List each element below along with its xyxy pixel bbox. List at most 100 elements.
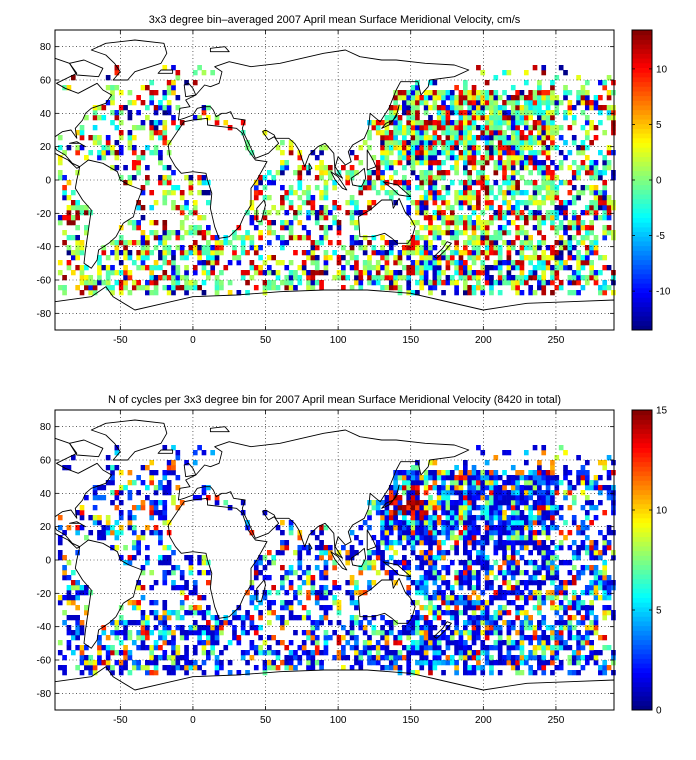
bin-cell [410, 170, 416, 176]
bin-cell [558, 245, 564, 251]
bin-cell [75, 285, 80, 291]
bin-cell [471, 205, 477, 211]
bin-cell [497, 260, 503, 266]
bin-cell [288, 225, 294, 231]
bin-cell [114, 70, 120, 76]
bin-cell [558, 615, 564, 621]
bin-cell [380, 515, 385, 521]
bin-cell [532, 270, 538, 276]
bin-cell [497, 660, 503, 666]
bin-cell [489, 190, 494, 196]
bin-cell [510, 210, 516, 216]
bin-cell [554, 665, 560, 671]
bin-cell [88, 660, 94, 666]
bin-cell [66, 630, 72, 636]
bin-cell [576, 455, 581, 461]
bin-cell [271, 650, 276, 656]
bin-cell [554, 165, 560, 171]
bin-cell [393, 505, 398, 511]
bin-cell [66, 525, 72, 531]
bin-cell [245, 230, 250, 236]
bin-cell [528, 650, 533, 656]
bin-cell [419, 505, 425, 511]
bin-cell [367, 265, 372, 271]
bin-cell [293, 275, 298, 281]
bin-cell [70, 570, 76, 576]
bin-cell [436, 115, 442, 121]
bin-cell [410, 540, 416, 546]
bin-cell [127, 240, 133, 246]
bin-cell [506, 515, 512, 521]
bin-cell [410, 90, 416, 96]
bin-cell [484, 120, 490, 126]
bin-cell [375, 545, 381, 551]
bin-cell [367, 550, 372, 556]
bin-cell [463, 655, 468, 661]
bin-cell [484, 470, 490, 476]
bin-cell [497, 250, 503, 256]
bin-cell [480, 235, 486, 241]
bin-cell [441, 475, 446, 481]
bin-cell [166, 545, 172, 551]
bin-cell [384, 655, 390, 661]
bin-cell [432, 530, 438, 536]
bin-cell [489, 485, 494, 491]
bin-cell [371, 500, 377, 506]
bin-cell [476, 635, 481, 641]
bin-cell [410, 505, 416, 511]
bin-cell [467, 620, 473, 626]
bin-cell [441, 200, 446, 206]
bin-cell [441, 580, 446, 586]
bin-cell [493, 130, 499, 136]
bin-cell [584, 480, 590, 486]
bin-cell [70, 595, 76, 601]
bin-cell [201, 615, 207, 621]
bin-cell [441, 510, 446, 516]
colorbar-swatch [632, 39, 652, 45]
bin-cell [571, 520, 577, 526]
bin-cell [206, 105, 211, 111]
bin-cell [449, 100, 455, 106]
bin-cell [314, 625, 320, 631]
bin-cell [301, 190, 307, 196]
bin-cell [184, 290, 189, 296]
bin-cell [118, 515, 124, 521]
bin-cell [388, 490, 394, 496]
bin-cell [271, 555, 276, 561]
bin-cell [393, 255, 398, 261]
bin-cell [62, 595, 67, 601]
bin-cell [140, 255, 146, 261]
bin-cell [419, 555, 425, 561]
bin-cell [319, 240, 324, 246]
bin-cell [489, 630, 494, 636]
bin-cell [571, 650, 577, 656]
bin-cell [402, 150, 407, 156]
bin-cell [550, 510, 555, 516]
bin-cell [523, 140, 529, 146]
bin-cell [541, 270, 547, 276]
bin-cell [493, 110, 499, 116]
bin-cell [162, 195, 168, 201]
bin-cell [436, 605, 442, 611]
bin-cell [166, 100, 172, 106]
bin-cell [266, 270, 272, 276]
bin-cell [201, 270, 207, 276]
bin-cell [519, 655, 525, 661]
bin-cell [537, 515, 542, 521]
bin-cell [515, 670, 520, 676]
bin-cell [140, 235, 146, 241]
bin-cell [358, 665, 364, 671]
bin-cell [79, 620, 85, 626]
bin-cell [606, 150, 612, 156]
bin-cell [319, 545, 324, 551]
bin-cell [184, 595, 189, 601]
bin-cell [358, 190, 364, 196]
bin-cell [432, 625, 438, 631]
bin-cell [523, 110, 529, 116]
bin-cell [563, 620, 568, 626]
bin-cell [432, 575, 438, 581]
bin-cell [423, 520, 429, 526]
bin-cell [467, 520, 473, 526]
bin-cell [419, 155, 425, 161]
bin-cell [463, 145, 468, 151]
